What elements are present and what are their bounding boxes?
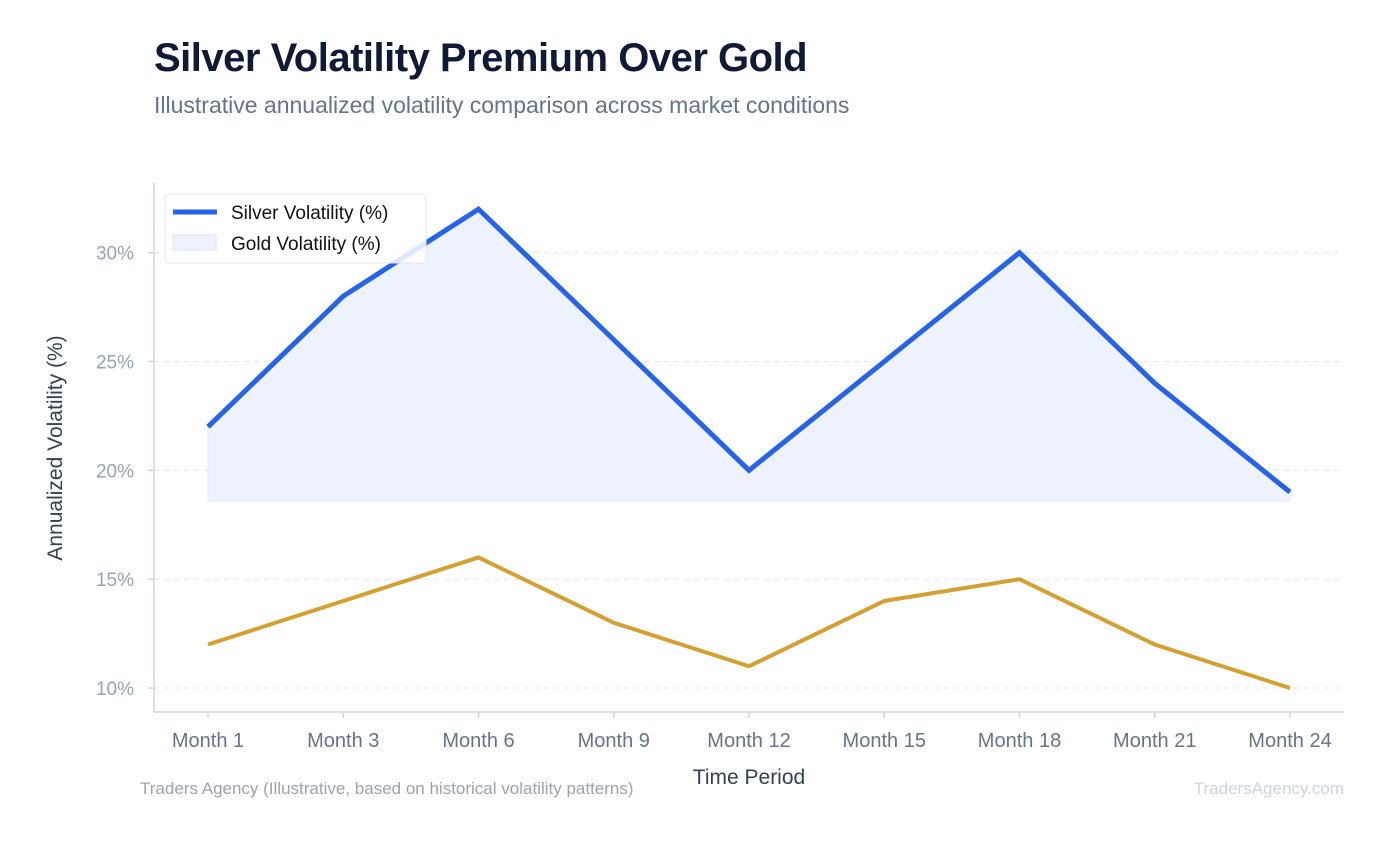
y-tick-label: 10%: [96, 679, 134, 700]
series-line-gold: [207, 555, 1291, 690]
chart-source-note: Traders Agency (Illustrative, based on h…: [140, 779, 634, 798]
series-line-silver: [206, 205, 1292, 495]
y-tick-label: 30%: [96, 244, 134, 265]
legend-box: [164, 193, 427, 264]
y-axis-label: Annualized Volatility (%): [44, 335, 67, 560]
x-tick-label: Month 18: [978, 730, 1061, 752]
x-tick-label: Month 24: [1248, 730, 1331, 752]
y-tick-label: 15%: [96, 570, 134, 591]
x-tick-label: Month 15: [843, 730, 926, 752]
x-tick-label: Month 12: [707, 730, 790, 752]
x-tick-label: Month 21: [1113, 730, 1196, 752]
brand-watermark: TradersAgency.com: [1193, 779, 1344, 798]
chart-subtitle: Illustrative annualized volatility compa…: [154, 92, 850, 118]
x-tick-label: Month 1: [172, 730, 244, 752]
x-tick-label: Month 3: [307, 730, 379, 752]
x-tick-label: Month 6: [442, 730, 514, 752]
y-tick-label: 25%: [96, 353, 134, 374]
x-tick-label: Month 9: [578, 730, 650, 752]
legend-label-silver: Silver Volatility (%): [231, 203, 388, 224]
chart-title: Silver Volatility Premium Over Gold: [154, 36, 808, 80]
legend-swatch-gold: [172, 234, 217, 251]
x-axis-label: Time Period: [693, 766, 805, 789]
y-tick-label: 20%: [96, 461, 134, 482]
legend-label-gold: Gold Volatility (%): [231, 234, 381, 255]
chart-legend: Silver Volatility (%) Gold Volatility (%…: [164, 193, 427, 264]
